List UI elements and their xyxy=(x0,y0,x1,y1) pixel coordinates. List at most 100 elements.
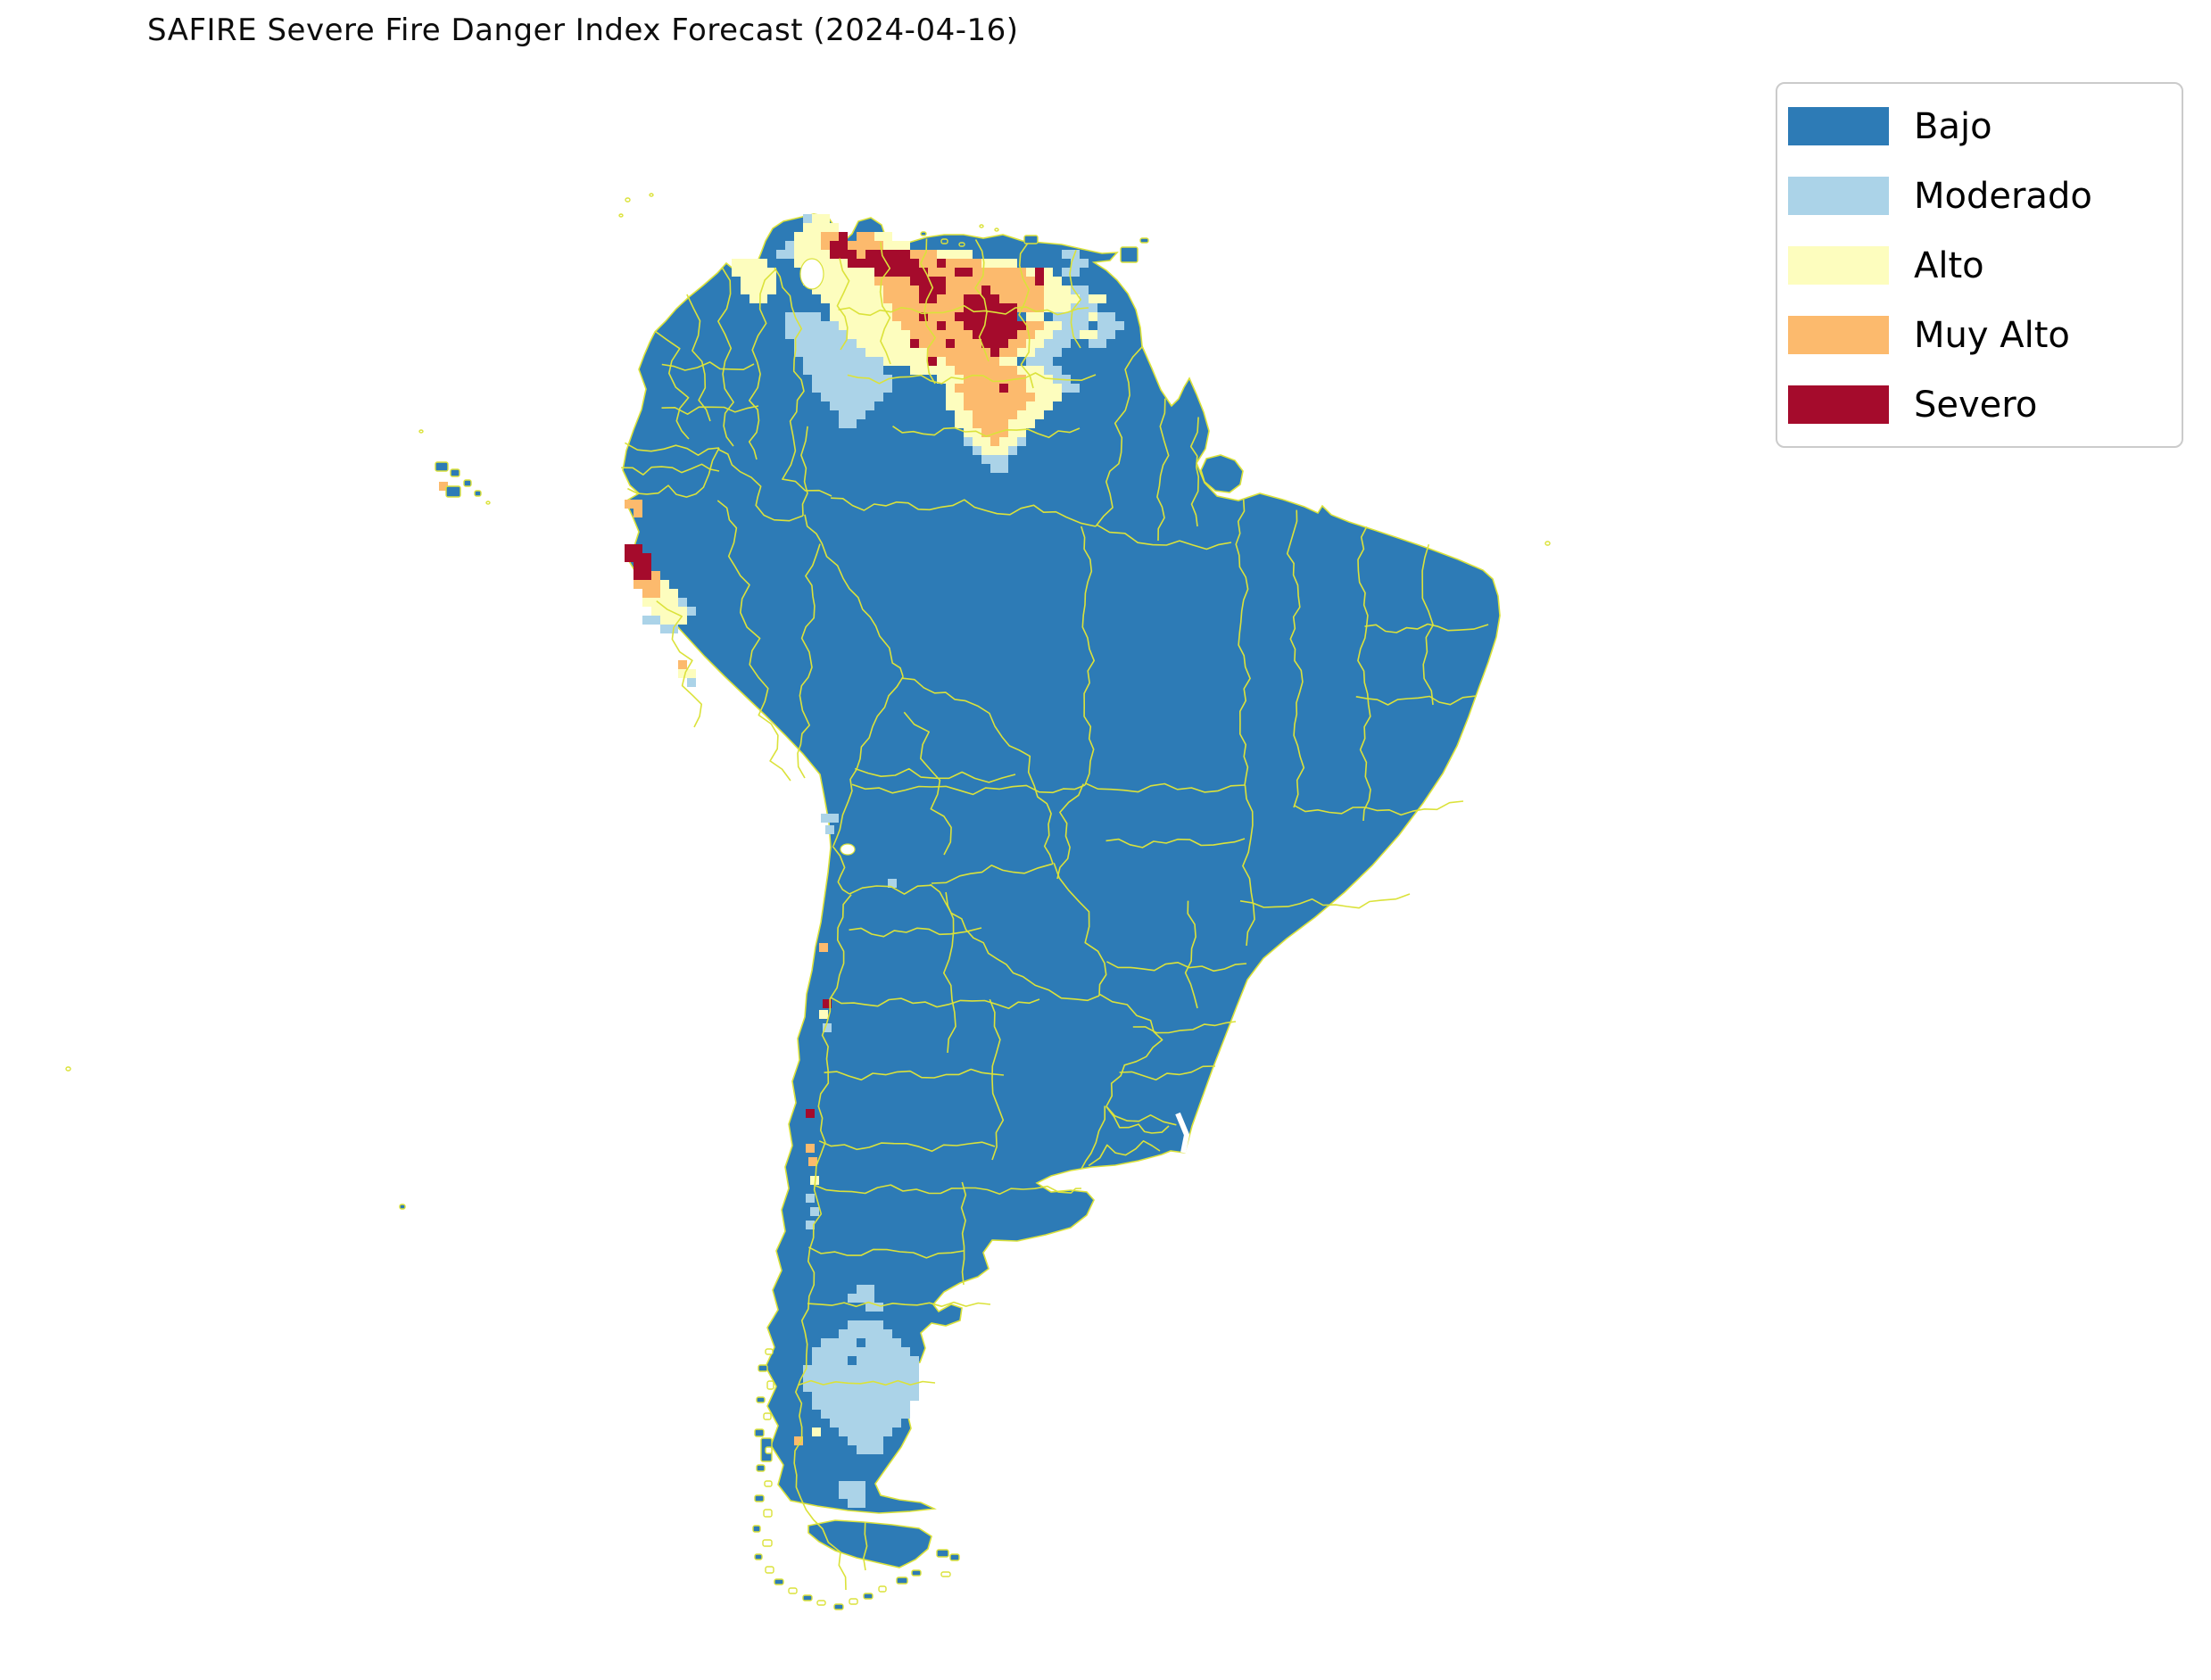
danger-cell-run-alto xyxy=(937,375,964,384)
danger-cell-run-moderado xyxy=(1062,384,1080,393)
admin-boundary xyxy=(1156,398,1170,542)
admin-boundary xyxy=(1096,524,1232,550)
danger-cell-run-severo xyxy=(910,277,946,286)
danger-cell-run-alto xyxy=(660,589,678,598)
danger-cell-run-moderado xyxy=(973,446,981,455)
danger-cell-severo xyxy=(823,999,832,1008)
admin-boundary xyxy=(1085,782,1246,793)
danger-cell-run-alto xyxy=(749,294,767,303)
danger-cell-run-muy_alto xyxy=(910,330,973,339)
island-speck xyxy=(936,1549,949,1558)
admin-boundary xyxy=(863,1521,868,1571)
danger-cell-run-severo xyxy=(919,286,946,294)
danger-cell-run-alto xyxy=(830,312,892,321)
admin-boundary xyxy=(1286,509,1305,808)
admin-boundary xyxy=(774,267,832,497)
danger-cell-run-muy_alto xyxy=(964,375,1026,384)
danger-cell-run-alto xyxy=(642,598,678,607)
danger-cell-run-muy_alto xyxy=(955,384,999,393)
danger-cell-run-moderado xyxy=(687,678,696,687)
danger-cell-run-alto xyxy=(732,268,776,277)
island-speck xyxy=(474,490,482,497)
admin-boundary xyxy=(1189,417,1199,527)
danger-cell-run-muy_alto xyxy=(937,294,964,303)
danger-cell-run-muy_alto xyxy=(794,1436,803,1445)
danger-cell-run-severo xyxy=(865,250,910,259)
danger-cell-run-muy_alto xyxy=(946,286,981,294)
danger-cell-run-alto xyxy=(1089,312,1097,321)
danger-cell-run-severo xyxy=(981,339,1008,348)
map-title: SAFIRE Severe Fire Danger Index Forecast… xyxy=(147,12,1019,48)
danger-cell-run-muy_alto xyxy=(1008,384,1026,393)
danger-cell-moderado xyxy=(806,1221,815,1229)
admin-boundary xyxy=(989,998,1005,1161)
island-speck xyxy=(435,461,449,472)
island-speck xyxy=(758,1364,768,1372)
danger-cell-run-alto xyxy=(794,232,821,241)
danger-cell-run-muy_alto xyxy=(892,312,919,321)
danger-cell-run-moderado xyxy=(1026,357,1053,366)
admin-boundary xyxy=(931,863,1054,884)
danger-cell-severo xyxy=(806,1109,815,1118)
legend-swatch-severo xyxy=(1788,385,1889,424)
danger-cell-run-moderado xyxy=(1062,250,1080,259)
danger-cell-run-alto xyxy=(803,277,874,286)
island-speck xyxy=(450,468,460,477)
danger-cell-run-alto xyxy=(999,437,1017,446)
danger-cell-run-moderado xyxy=(830,401,874,410)
legend-item-alto: Alto xyxy=(1788,246,2182,285)
danger-cell-run-severo xyxy=(830,241,848,250)
legend-label: Severo xyxy=(1914,384,2038,426)
admin-boundaries-layer xyxy=(621,238,1489,1591)
danger-cell-run-moderado xyxy=(1097,330,1115,339)
island-speck xyxy=(463,479,472,487)
island-speck xyxy=(399,1204,406,1210)
legend-item-bajo: Bajo xyxy=(1788,107,2182,145)
danger-cell-run-moderado xyxy=(812,1401,910,1410)
danger-cell-run-alto xyxy=(1026,312,1044,321)
danger-cell-run-muy_alto xyxy=(919,339,946,348)
admin-boundary xyxy=(851,783,1086,796)
admin-boundary xyxy=(838,304,1089,317)
danger-cell-run-muy_alto xyxy=(928,312,955,321)
danger-cell-muy_alto xyxy=(808,1157,817,1166)
danger-cell-run-alto xyxy=(741,277,776,286)
admin-boundary xyxy=(1242,784,1255,947)
danger-cell-run-alto xyxy=(830,303,892,312)
danger-cell-run-alto xyxy=(999,357,1017,366)
danger-cell-alto xyxy=(819,1010,828,1019)
danger-cell-run-muy_alto xyxy=(973,410,1017,419)
legend-item-severo: Severo xyxy=(1788,385,2182,424)
danger-cell-run-alto xyxy=(660,580,669,589)
island-speck xyxy=(754,1553,763,1560)
danger-cell-run-muy_alto xyxy=(928,268,955,277)
admin-boundary xyxy=(960,1181,967,1286)
danger-cell-run-moderado xyxy=(1053,312,1089,321)
danger-cell-run-moderado xyxy=(1071,286,1089,294)
danger-cell-moderado xyxy=(888,879,897,888)
danger-cell-moderado xyxy=(806,1194,815,1203)
legend-label: Bajo xyxy=(1914,105,1992,147)
island-speck xyxy=(958,242,965,247)
danger-cell-run-moderado xyxy=(857,1445,883,1454)
danger-cell-run-muy_alto xyxy=(821,232,839,241)
island-speck xyxy=(756,1396,766,1403)
danger-cell-run-alto xyxy=(981,259,1017,268)
danger-cell-run-alto xyxy=(678,669,696,678)
danger-cell-run-alto xyxy=(1008,419,1035,428)
admin-boundary xyxy=(1357,526,1371,822)
legend-item-moderado: Moderado xyxy=(1788,177,2182,215)
danger-cell-run-moderado xyxy=(990,464,1008,473)
danger-cell-run-moderado xyxy=(678,598,687,607)
island-speck xyxy=(764,1480,773,1487)
admin-boundary xyxy=(818,1140,996,1153)
danger-cell-run-moderado xyxy=(785,312,821,321)
danger-cell-run-alto xyxy=(964,428,981,437)
danger-cell-run-alto xyxy=(883,357,946,366)
island-speck xyxy=(1120,246,1139,263)
danger-cell-run-alto xyxy=(821,294,892,303)
danger-cell-run-alto xyxy=(973,437,990,446)
island-speck xyxy=(833,1603,844,1610)
lake-maracaibo xyxy=(799,258,824,290)
